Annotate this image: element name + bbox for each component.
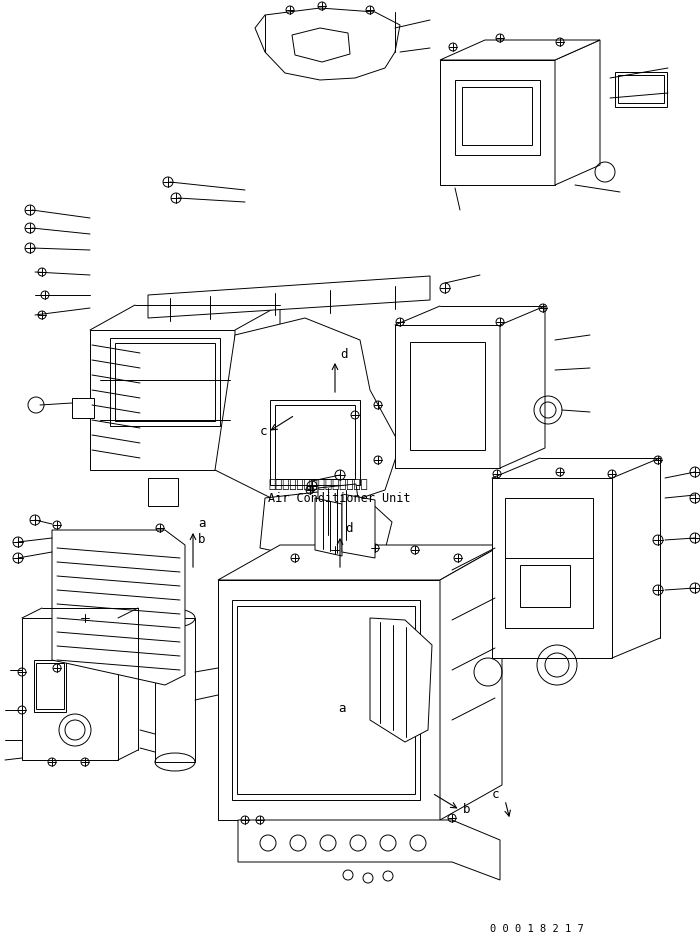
Bar [618, 75, 664, 103]
Text: a: a [338, 702, 346, 715]
Bar [34, 660, 66, 712]
Polygon shape [260, 492, 392, 562]
Text: b: b [463, 803, 470, 816]
Bar [615, 72, 667, 107]
Text: d: d [345, 522, 353, 535]
Polygon shape [155, 618, 195, 762]
Bar [270, 400, 360, 485]
Polygon shape [238, 820, 500, 880]
Text: a: a [198, 517, 206, 530]
Polygon shape [235, 305, 280, 470]
Polygon shape [318, 484, 362, 544]
Polygon shape [90, 330, 235, 470]
Polygon shape [440, 545, 502, 820]
Polygon shape [218, 545, 502, 580]
Polygon shape [255, 8, 400, 80]
Polygon shape [22, 618, 118, 760]
Bar [275, 405, 355, 479]
Polygon shape [315, 498, 342, 556]
Text: c: c [492, 788, 500, 801]
Bar [115, 343, 215, 421]
Polygon shape [292, 28, 350, 62]
Bar [410, 342, 485, 450]
Polygon shape [440, 60, 555, 185]
Polygon shape [148, 276, 430, 318]
Bar [455, 80, 540, 155]
Bar [237, 606, 415, 794]
Bar [72, 398, 94, 418]
Polygon shape [492, 478, 612, 658]
Bar [148, 478, 178, 506]
Bar [232, 600, 420, 800]
Text: c: c [260, 425, 267, 438]
Polygon shape [342, 494, 375, 558]
Polygon shape [500, 306, 545, 468]
Text: b: b [198, 533, 206, 546]
Bar [36, 663, 64, 709]
Polygon shape [218, 580, 440, 820]
Text: エアーコンディショナユニット: エアーコンディショナユニット [268, 478, 368, 491]
Polygon shape [215, 318, 400, 505]
Polygon shape [440, 40, 600, 60]
Text: 0 0 0 1 8 2 1 7: 0 0 0 1 8 2 1 7 [490, 924, 584, 934]
Polygon shape [395, 325, 500, 468]
Bar [110, 338, 220, 426]
Text: Air Conditioner Unit: Air Conditioner Unit [268, 492, 410, 505]
Polygon shape [555, 40, 600, 185]
Bar [520, 565, 570, 607]
Polygon shape [52, 530, 185, 685]
Bar [462, 87, 532, 145]
Text: d: d [340, 348, 347, 361]
Polygon shape [370, 618, 432, 742]
Bar [505, 498, 593, 628]
